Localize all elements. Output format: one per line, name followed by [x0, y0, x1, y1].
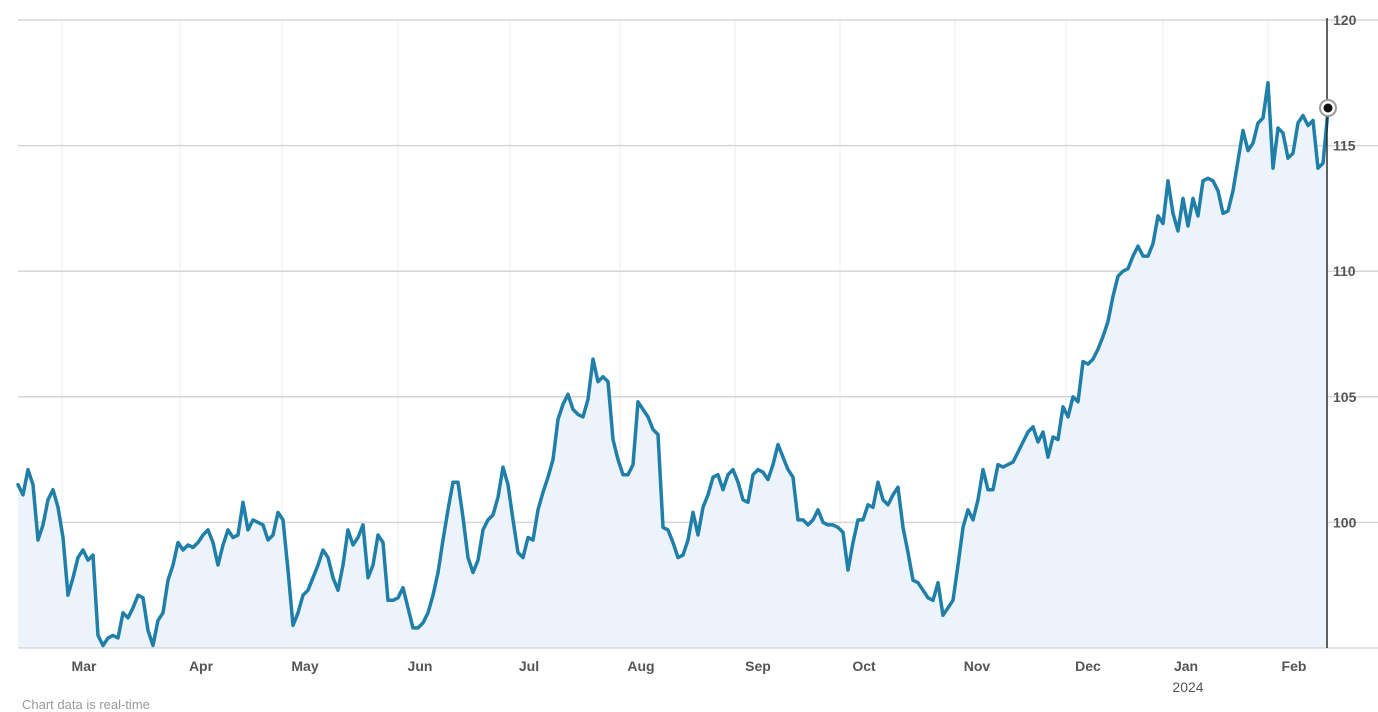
x-tick-label: Feb [1282, 658, 1307, 674]
x-tick-label: Nov [964, 658, 991, 674]
price-line [16, 81, 1330, 648]
x-tick-label: Oct [852, 658, 876, 674]
x-tick-label: Jan [1174, 658, 1198, 674]
current-value-marker-dot [1323, 103, 1333, 113]
x-tick-label: May [291, 658, 318, 674]
y-axis-ticks: 100 105 110 115 120 [1333, 12, 1357, 530]
y-tick-label: 110 [1333, 263, 1356, 279]
x-tick-label: Aug [627, 658, 654, 674]
price-area-fill [18, 82, 1328, 649]
chart-footnote: Chart data is real-time [22, 697, 150, 712]
y-tick-label: 105 [1333, 389, 1357, 405]
y-tick-label: 100 [1333, 514, 1357, 530]
x-year-label: 2024 [1172, 679, 1203, 695]
x-tick-label: Mar [72, 658, 97, 674]
y-tick-label: 120 [1333, 12, 1357, 28]
x-tick-label: Dec [1075, 658, 1101, 674]
y-tick-label: 115 [1333, 138, 1356, 154]
x-tick-label: Jun [408, 658, 433, 674]
x-tick-label: Jul [519, 658, 539, 674]
x-tick-label: Apr [189, 658, 214, 674]
x-tick-label: Sep [745, 658, 771, 674]
x-axis-ticks: Mar Apr May Jun Jul Aug Sep Oct Nov Dec Jan Feb 2024 [72, 658, 1307, 695]
